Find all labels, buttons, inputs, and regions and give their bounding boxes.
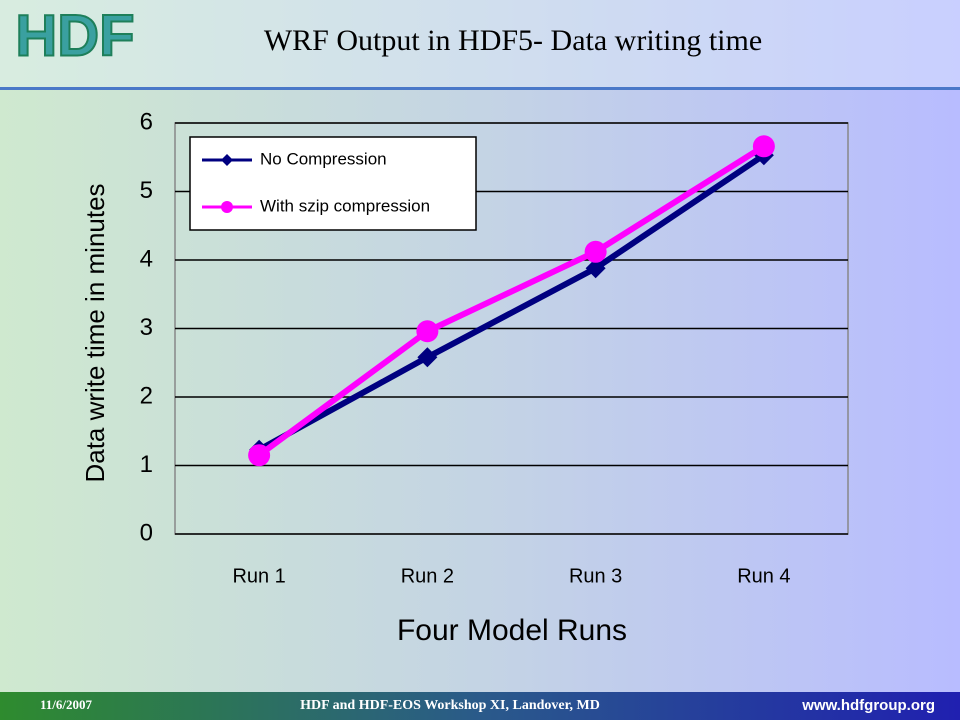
data-point (584, 240, 607, 263)
y-axis-title: Data write time in minutes (80, 183, 110, 482)
footer-date: 11/6/2007 (40, 697, 93, 712)
legend-marker (221, 154, 233, 166)
legend-box (189, 136, 477, 231)
legend-label: No Compression (260, 149, 387, 168)
footer-url: www.hdfgroup.org (801, 697, 935, 714)
y-tick-label: 2 (140, 382, 153, 409)
y-tick-label: 3 (140, 314, 153, 341)
data-point (752, 135, 775, 158)
data-point (248, 444, 271, 467)
y-tick-label: 1 (140, 451, 153, 478)
y-tick-label: 0 (140, 519, 153, 546)
chart-title: WRF Output in HDF5- Data writing time (264, 24, 762, 57)
x-tick-label: Run 4 (737, 565, 790, 587)
data-point (417, 347, 438, 368)
x-axis-title: Four Model Runs (397, 614, 627, 647)
legend-marker (221, 201, 233, 213)
x-tick-label: Run 1 (232, 565, 285, 587)
y-tick-label: 4 (140, 245, 153, 272)
x-tick-label: Run 3 (569, 565, 622, 587)
data-point (585, 258, 606, 279)
x-tick-label: Run 2 (401, 565, 454, 587)
y-tick-label: 5 (140, 177, 153, 204)
title-band (0, 0, 960, 88)
title-rule (0, 87, 960, 90)
legend-label: With szip compression (260, 196, 430, 215)
footer-text: HDF and HDF-EOS Workshop XI, Landover, M… (300, 698, 600, 713)
footer-bar (0, 692, 960, 720)
series-line (257, 152, 766, 453)
series-line (257, 143, 766, 458)
data-point (416, 320, 439, 343)
logo: HDF (15, 3, 134, 68)
y-tick-label: 6 (140, 108, 153, 135)
